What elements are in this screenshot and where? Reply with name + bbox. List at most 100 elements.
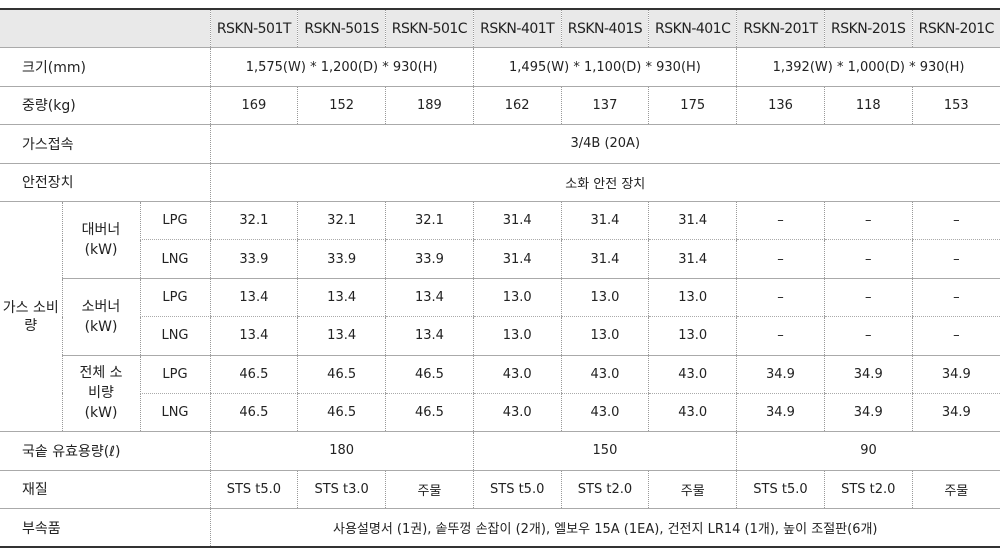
value-cell: 1,495(W) * 1,100(D) * 930(H) [472,47,737,87]
value-cell: 189 [385,86,474,126]
value-cell: 136 [736,86,825,126]
value-cell: 31.4 [560,201,649,241]
value-cell: – [911,239,1000,279]
value-cell: 169 [209,86,298,126]
value-cell: 13.0 [472,316,562,356]
spec-row: 재질 STS t5.0 STS t3.0 주물 STS t5.0 STS t2.0 주물 ST… [0,470,1000,510]
value-cell: 137 [560,86,649,126]
value-cell: 46.5 [209,355,298,394]
spec-row: 가스접속 3/4B (20A) [0,124,1000,164]
value-cell: 33.9 [209,239,298,279]
value-cell: 150 [472,431,737,471]
spec-row: 크기(mm) 1,575(W) * 1,200(D) * 930(H) 1,495(… [0,47,1000,87]
value-cell: STS t2.0 [823,470,913,510]
value-cell: 13.4 [385,316,474,356]
spec-row: 국솥 유효용량(ℓ) 180 150 90 [0,431,1000,471]
model-header: RSKN-501C [385,9,474,49]
value-cell: 43.0 [472,355,562,394]
value-cell: – [736,239,825,279]
row-label: 크기(mm) [0,47,210,87]
fuel-label: LNG [139,393,210,433]
value-cell: – [823,201,913,241]
value-cell: 118 [823,86,913,126]
value-cell: 46.5 [297,393,386,433]
spec-row: LNG 46.5 46.5 46.5 43.0 43.0 43.0 34.9 34.9 34.9 [0,393,1000,433]
value-cell: 180 [209,431,474,471]
model-header: RSKN-401S [560,9,649,49]
value-cell: 3/4B (20A) [209,124,1000,164]
value-cell: 34.9 [736,393,825,433]
fuel-label: LPG [139,355,210,394]
value-cell: 소화 안전 장치 [209,163,1000,202]
value-cell: 32.1 [297,201,386,241]
value-cell: 46.5 [385,355,474,394]
value-cell: 46.5 [385,393,474,433]
spec-row: LNG 13.4 13.4 13.4 13.0 13.0 13.0– – – [0,316,1000,356]
row-label: 가스접속 [0,124,210,164]
row-label: 중량(kg) [0,86,210,126]
value-cell: 34.9 [823,355,913,394]
spec-row: 전체 소비량 (kW) LPG 46.5 46.5 46.5 43.0 43.0 43.0 34… [0,355,1000,433]
value-cell: 43.0 [648,393,737,433]
value-cell: 152 [297,86,386,126]
spec-row: 소버너 (kW) LPG 13.4 13.4 13.4 13.0 13.0 13.0– – – [0,278,1000,356]
body: RSKN-501T RSKN-501S RSKN-501C RSKN-401T RSKN… [0,8,1000,553]
value-cell: 31.4 [560,239,649,279]
value-cell: 32.1 [385,201,474,241]
value-cell: 13.0 [648,316,737,356]
spec-row: 중량(kg) 169 152 189 162 137 175 136 118 153 [0,86,1000,126]
value-cell: – [823,239,913,279]
value-cell: 162 [472,86,562,126]
value-cell: 13.0 [648,278,737,318]
value-cell: 32.1 [209,201,298,241]
subgroup-label: 소버너 (kW) [61,278,140,356]
value-cell: 33.9 [297,239,386,279]
value-cell: STS t5.0 [209,470,298,510]
value-cell: – [823,316,913,356]
group-label: 가스 소비량 [0,201,62,433]
value-cell: STS t5.0 [736,470,825,510]
fuel-label: LPG [139,278,210,318]
model-header: RSKN-201S [823,9,913,49]
spec-row: 안전장치 소화 안전 장치 [0,163,1000,202]
value-cell: 46.5 [297,355,386,394]
spec-row: LNG 33.9 33.9 33.9 31.4 31.4 31.4– – – [0,239,1000,279]
value-cell: 주물 [911,470,1000,510]
value-cell: 13.4 [209,316,298,356]
value-cell: 31.4 [472,201,562,241]
spec-row: 가스 소비량 대버너 (kW) LPG 32.1 32.1 32.1 31.4 31.4 31.… [0,201,1000,433]
value-cell: 31.4 [472,239,562,279]
value-cell: 43.0 [560,393,649,433]
fuel-label: LNG [139,316,210,356]
model-header: RSKN-401T [472,9,562,49]
value-cell: 31.4 [648,239,737,279]
value-cell: 1,575(W) * 1,200(D) * 930(H) [209,47,474,87]
model-header: RSKN-501T [209,9,298,49]
fuel-label: LNG [139,239,210,279]
row-label: 재질 [0,470,210,510]
value-cell: – [736,278,825,318]
value-cell: 175 [648,86,737,126]
value-cell: 34.9 [823,393,913,433]
value-cell: – [911,316,1000,356]
value-cell: 46.5 [209,393,298,433]
model-header: RSKN-201C [911,9,1000,49]
value-cell: 13.0 [560,316,649,356]
value-cell: STS t2.0 [560,470,649,510]
value-cell: 13.0 [560,278,649,318]
value-cell: 13.0 [472,278,562,318]
value-cell: 43.0 [472,393,562,433]
value-cell: 1,392(W) * 1,000(D) * 930(H) [736,47,1000,87]
value-cell: 43.0 [648,355,737,394]
row-label: 안전장치 [0,163,210,202]
value-cell: – [736,201,825,241]
row-label: 국솥 유효용량(ℓ) [0,431,210,471]
value-cell: STS t3.0 [297,470,386,510]
row-label: 부속품 [0,508,210,548]
value-cell: – [823,278,913,318]
value-cell: STS t5.0 [472,470,562,510]
value-cell: 33.9 [385,239,474,279]
value-cell: 13.4 [297,278,386,318]
spec-table: RSKN-501T RSKN-501S RSKN-501C RSKN-401T RSKN… [0,8,1000,549]
